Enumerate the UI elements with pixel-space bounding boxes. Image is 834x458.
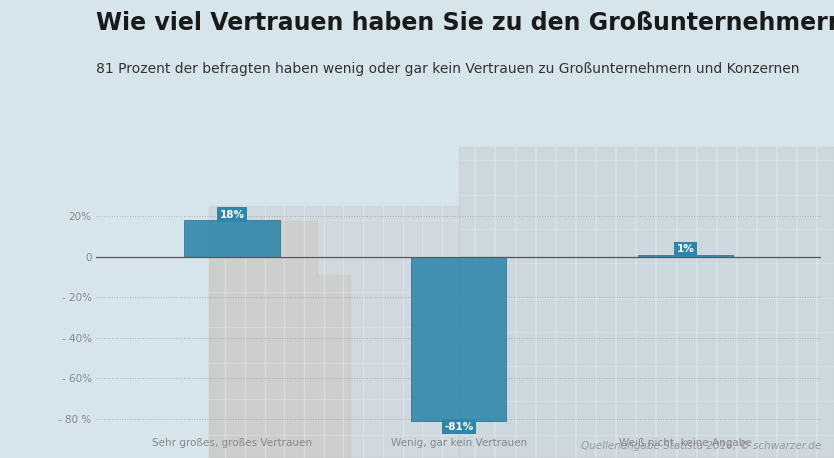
Polygon shape (208, 206, 459, 458)
Text: 81 Prozent der befragten haben wenig oder gar kein Vertrauen zu Großunternehmern: 81 Prozent der befragten haben wenig ode… (96, 62, 800, 76)
Text: 1%: 1% (676, 244, 695, 254)
Bar (184, 220, 279, 257)
Bar (638, 255, 733, 257)
Polygon shape (208, 220, 834, 458)
Text: -81%: -81% (444, 421, 474, 431)
Text: 18%: 18% (219, 210, 244, 220)
Text: Quellenangabe Statista 2016, © schwarzer.de: Quellenangabe Statista 2016, © schwarzer… (581, 441, 821, 451)
Text: Wie viel Vertrauen haben Sie zu den Großunternehmern?: Wie viel Vertrauen haben Sie zu den Groß… (96, 11, 834, 35)
Bar (411, 257, 506, 421)
Polygon shape (459, 147, 834, 458)
